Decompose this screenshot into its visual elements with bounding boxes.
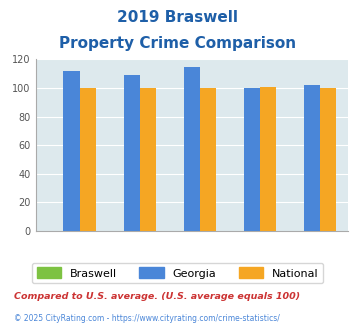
Bar	[244, 88, 260, 231]
Legend: Braswell, Georgia, National: Braswell, Georgia, National	[32, 263, 323, 283]
Text: 2019 Braswell: 2019 Braswell	[117, 10, 238, 25]
Bar	[64, 71, 80, 231]
Text: Property Crime Comparison: Property Crime Comparison	[59, 36, 296, 51]
Bar	[184, 67, 200, 231]
Text: Compared to U.S. average. (U.S. average equals 100): Compared to U.S. average. (U.S. average …	[14, 292, 300, 301]
Bar	[200, 88, 216, 231]
Bar	[124, 75, 140, 231]
Bar	[140, 88, 156, 231]
Bar	[320, 88, 336, 231]
Text: © 2025 CityRating.com - https://www.cityrating.com/crime-statistics/: © 2025 CityRating.com - https://www.city…	[14, 314, 280, 323]
Bar	[304, 85, 320, 231]
Bar	[260, 86, 276, 231]
Bar	[80, 88, 96, 231]
